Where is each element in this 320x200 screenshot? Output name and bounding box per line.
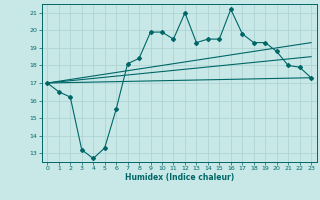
X-axis label: Humidex (Indice chaleur): Humidex (Indice chaleur) bbox=[124, 173, 234, 182]
